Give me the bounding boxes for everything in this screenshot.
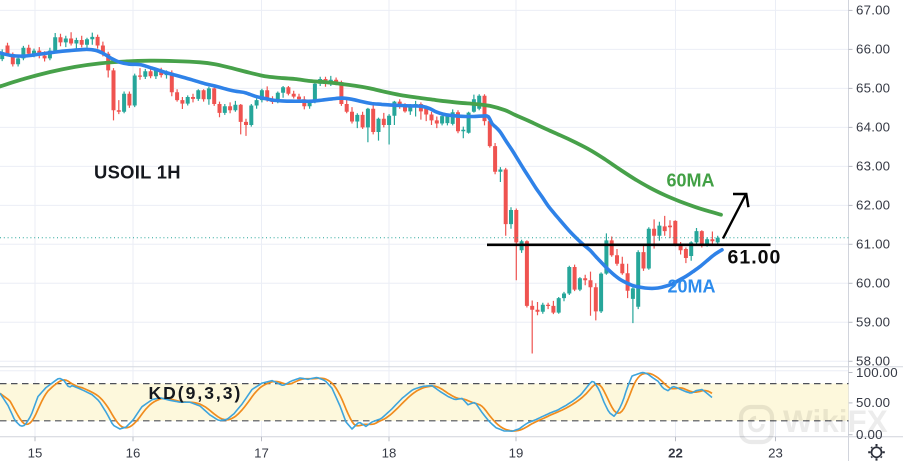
svg-text:62.00: 62.00 [856,198,890,213]
svg-text:16: 16 [126,446,141,461]
svg-text:KD(9,3,3): KD(9,3,3) [149,383,243,403]
svg-text:59.00: 59.00 [856,315,890,330]
svg-text:WikiFX: WikiFX [783,403,888,439]
svg-text:USOIL 1H: USOIL 1H [94,162,181,183]
svg-text:65.00: 65.00 [856,81,890,96]
svg-text:60MA: 60MA [667,171,715,191]
svg-text:58.00: 58.00 [856,354,890,369]
svg-text:61.00: 61.00 [728,247,782,269]
svg-text:63.00: 63.00 [856,159,890,174]
svg-text:64.00: 64.00 [856,120,890,135]
svg-text:23: 23 [768,446,783,461]
svg-text:0.00: 0.00 [856,427,883,442]
svg-text:17: 17 [254,446,269,461]
svg-text:50.00: 50.00 [856,395,890,410]
svg-text:20MA: 20MA [668,277,716,297]
svg-text:66.00: 66.00 [856,42,890,57]
svg-text:100.00: 100.00 [856,365,898,380]
svg-text:61.00: 61.00 [856,237,890,252]
svg-text:15: 15 [28,446,43,461]
svg-text:60.00: 60.00 [856,276,890,291]
svg-text:18: 18 [382,446,397,461]
svg-text:19: 19 [509,446,524,461]
svg-text:67.00: 67.00 [856,3,890,18]
svg-text:22: 22 [668,446,683,461]
